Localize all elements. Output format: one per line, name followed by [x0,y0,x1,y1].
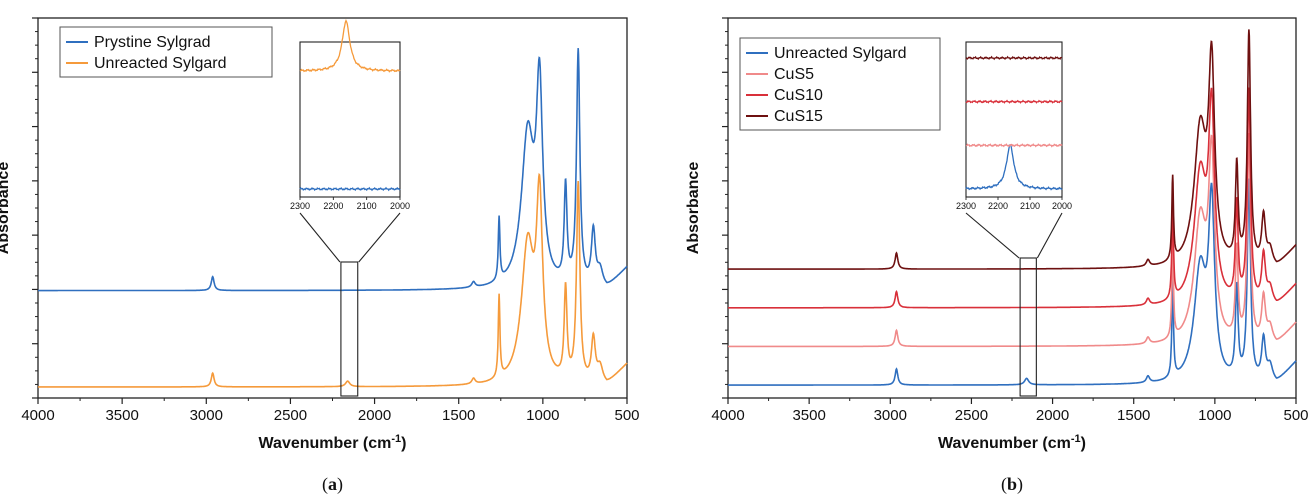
x-tick-label: 3500 [792,407,825,424]
chart-panel-a: 4000 3500 3000 2500 2000 1500 1000 500 Wavenumbe… [0,0,640,497]
inset-x-tick-label: 2100 [357,201,377,211]
panel-caption: (b) [1001,474,1023,495]
x-tick-label: 2000 [1036,407,1069,424]
panel-caption: (a) [322,474,343,495]
x-tick-label: 2000 [358,407,391,424]
legend-label: CuS10 [774,87,823,104]
y-axis-title: Absorbance [0,162,12,255]
series-line-3 [728,87,1297,309]
x-tick-label: 1000 [526,407,559,424]
x-tick-label: 2500 [274,407,307,424]
x-tick-label: 4000 [711,407,744,424]
x-tick-label: 3000 [190,407,223,424]
x-tick-label: 500 [614,407,639,424]
zoom-region-box [1019,257,1037,397]
legend-box [739,37,941,131]
legend-box [59,26,273,78]
inset-series-line-2 [965,143,1063,148]
inset-frame [965,41,1063,198]
zoom-connector-left [299,212,341,263]
chart-b-svg: 4000 3500 3000 2500 2000 1500 1000 500 Wavenumbe… [685,17,1309,495]
zoom-connector-right [1036,212,1063,259]
x-axis-title: Wavenumber (cm-1) [259,433,407,452]
series-line-4 [728,29,1297,270]
chart-a-svg: 4000 3500 3000 2500 2000 1500 1000 500 Wavenumbe… [0,17,640,495]
legend-label: Unreacted Sylgard [94,55,227,72]
x-tick-label: 500 [1283,407,1308,424]
x-tick-label: 3000 [874,407,907,424]
series-line-2 [728,133,1297,348]
inset-x-tick-label: 2300 [956,201,976,211]
y-axis-title: Absorbance [685,162,702,255]
chart-panel-b: 4000 3500 3000 2500 2000 1500 1000 500 Wavenumbe… [660,0,1310,497]
inset-x-tick-label: 2000 [390,201,410,211]
legend-label: Prystine Sylgrad [94,34,211,51]
x-tick-label: 1500 [1117,407,1150,424]
zoom-connector-left [965,212,1020,259]
legend-label: Unreacted Sylgard [774,45,907,62]
x-tick-label: 4000 [21,407,54,424]
inset-series-line-1 [965,144,1063,191]
inset-series-line-3 [965,99,1063,104]
zoom-connector-right [358,212,401,263]
inset-frame [299,41,401,198]
x-tick-label: 1000 [1198,407,1231,424]
legend-label: CuS5 [774,66,814,83]
series-line-1 [728,178,1297,386]
inset-series-line-1 [299,186,401,192]
series-line-1 [38,48,628,292]
x-axis-title: Wavenumber (cm-1) [938,433,1086,452]
inset-x-tick-label: 2000 [1052,201,1072,211]
inset-series-line-4 [965,55,1063,61]
legend-label: CuS15 [774,108,823,125]
series-line-2 [38,172,628,388]
x-tick-label: 2500 [955,407,988,424]
inset-x-tick-label: 2200 [323,201,343,211]
inset-series-line-2 [299,18,401,73]
inset-x-tick-label: 2200 [988,201,1008,211]
x-tick-label: 1500 [442,407,475,424]
x-tick-label: 3500 [105,407,138,424]
inset-x-tick-label: 2300 [290,201,310,211]
zoom-region-box [340,261,359,397]
inset-x-tick-label: 2100 [1020,201,1040,211]
